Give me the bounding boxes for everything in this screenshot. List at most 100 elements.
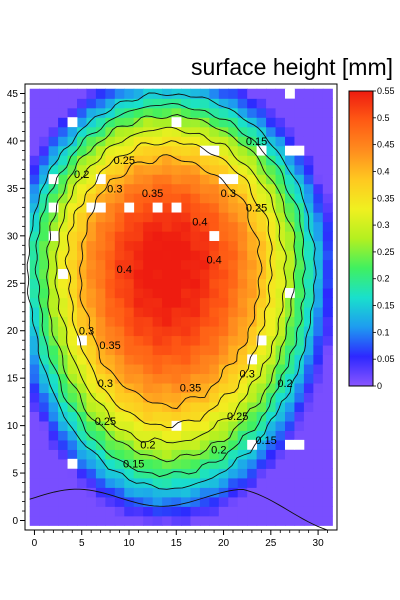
heatmap-cell: [39, 259, 50, 270]
heatmap-cell: [133, 269, 144, 280]
heatmap-cell: [67, 354, 78, 365]
heatmap-cell: [39, 117, 50, 128]
heatmap-cell: [190, 506, 201, 517]
heatmap-cell: [86, 117, 97, 128]
heatmap-cell: [237, 278, 248, 289]
heatmap-cell: [190, 420, 201, 431]
heatmap-cell: [294, 136, 305, 147]
heatmap-cell: [228, 259, 239, 270]
heatmap-cell: [143, 325, 154, 337]
heatmap-cell: [285, 183, 296, 194]
heatmap-cell: [313, 212, 324, 223]
heatmap-cell: [303, 354, 314, 365]
heatmap-cell: [124, 145, 135, 156]
heatmap-cell: [190, 496, 201, 507]
heatmap-cell: [67, 202, 78, 213]
heatmap-cell: [152, 174, 163, 185]
heatmap-cell: [237, 164, 248, 175]
heatmap-cell: [95, 430, 106, 441]
heatmap-cell: [29, 430, 40, 441]
heatmap-cell: [152, 212, 163, 223]
heatmap-cell: [181, 155, 192, 166]
heatmap-cell: [114, 240, 125, 251]
heatmap-cell: [199, 126, 210, 137]
heatmap-cell: [190, 193, 201, 204]
heatmap-cell: [209, 278, 220, 289]
heatmap-cell: [58, 288, 69, 299]
heatmap-cell: [39, 278, 50, 289]
heatmap-cell: [105, 458, 116, 469]
heatmap-cell: [294, 411, 305, 422]
heatmap-cell: [181, 174, 192, 185]
heatmap-cell: [209, 212, 220, 223]
missing-cell: [228, 174, 239, 185]
heatmap-cell: [95, 458, 106, 469]
heatmap-cell: [303, 373, 314, 384]
heatmap-cell: [275, 307, 286, 318]
heatmap-cell: [39, 458, 50, 469]
heatmap-cell: [29, 136, 40, 147]
heatmap-cell: [303, 202, 314, 213]
heatmap-cell: [313, 401, 324, 412]
heatmap-cell: [228, 221, 239, 232]
heatmap-cell: [152, 458, 163, 469]
heatmap-cell: [313, 373, 324, 384]
heatmap-cell: [237, 477, 248, 488]
heatmap-cell: [181, 183, 192, 194]
heatmap-cell: [285, 373, 296, 384]
heatmap-cell: [237, 231, 248, 242]
heatmap-cell: [133, 240, 144, 251]
heatmap-cell: [162, 136, 173, 147]
heatmap-cell: [39, 107, 50, 118]
heatmap-cell: [152, 288, 163, 299]
heatmap-cell: [237, 212, 248, 223]
heatmap-cell: [77, 155, 88, 166]
heatmap-cell: [181, 297, 192, 308]
heatmap-cell: [48, 288, 59, 299]
heatmap-cell: [237, 193, 248, 204]
heatmap-cell: [247, 392, 258, 403]
heatmap-cell: [322, 449, 333, 460]
heatmap-cell: [247, 231, 258, 242]
heatmap-cell: [67, 392, 78, 403]
heatmap-cell: [162, 107, 173, 118]
heatmap-cell: [67, 373, 78, 384]
heatmap-cell: [294, 335, 305, 346]
heatmap-cell: [58, 458, 69, 469]
heatmap-cell: [133, 496, 144, 507]
heatmap-cell: [86, 430, 97, 441]
heatmap-cell: [256, 382, 267, 393]
heatmap-cell: [162, 193, 173, 204]
heatmap-cell: [199, 98, 210, 109]
heatmap-cell: [67, 487, 78, 498]
heatmap-cell: [143, 278, 154, 289]
heatmap-cell: [58, 392, 69, 403]
heatmap-cell: [77, 477, 88, 488]
heatmap-cell: [105, 316, 116, 327]
heatmap-cell: [39, 430, 50, 441]
heatmap-cell: [29, 449, 40, 460]
heatmap-cell: [266, 183, 277, 194]
heatmap-cell: [114, 98, 125, 109]
heatmap-cell: [86, 392, 97, 403]
heatmap-cell: [322, 468, 333, 479]
heatmap-cell: [95, 88, 106, 99]
heatmap-cell: [77, 164, 88, 175]
heatmap-cell: [218, 117, 229, 128]
missing-cell: [285, 288, 295, 298]
heatmap-cell: [209, 136, 220, 147]
heatmap-cell: [294, 288, 305, 299]
heatmap-cell: [256, 164, 267, 175]
heatmap-cell: [105, 363, 116, 375]
heatmap-cell: [124, 259, 135, 270]
heatmap-cell: [322, 344, 333, 356]
heatmap-cell: [285, 496, 296, 507]
heatmap-cell: [256, 183, 267, 194]
heatmap-cell: [143, 401, 154, 412]
heatmap-cell: [95, 325, 106, 337]
heatmap-cell: [237, 449, 248, 460]
heatmap-cell: [143, 269, 154, 280]
heatmap-cell: [190, 335, 201, 346]
heatmap-cell: [29, 231, 40, 242]
heatmap-cell: [285, 344, 296, 356]
